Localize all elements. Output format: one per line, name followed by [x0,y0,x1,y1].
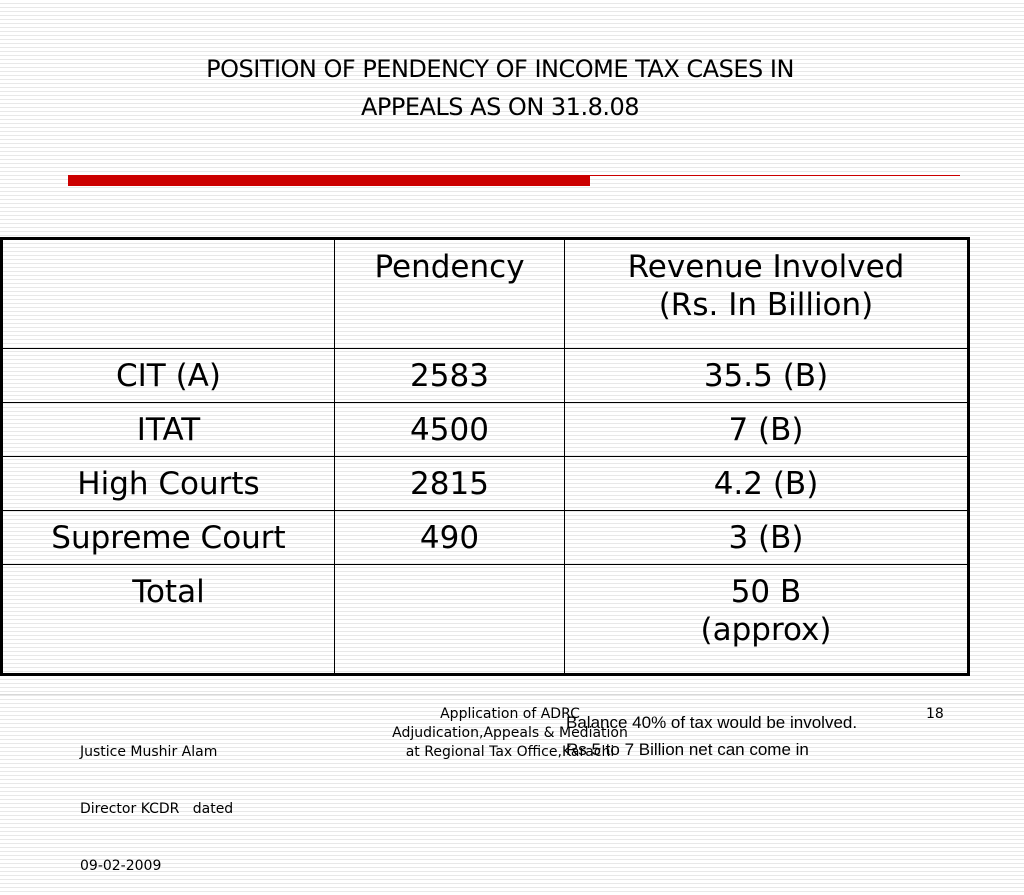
header-revenue-line-2: (Rs. In Billion) [658,287,874,323]
overlay-note-line-2: Rs 5 to 7 Billion net can come in [566,740,809,759]
table-row: ITAT 4500 7 (B) [1,402,969,457]
forum-cell: CIT (A) [1,348,335,403]
table-row: Supreme Court 490 3 (B) [1,510,969,565]
table-header-row: Pendency Revenue Involved (Rs. In Billio… [1,238,969,349]
forum-cell: ITAT [1,402,335,457]
title-accent-bar [68,175,590,186]
footer-center-line-2: Adjudication,Appeals & Mediation [392,725,628,741]
total-revenue-line-1: 50 B [730,574,802,610]
pendency-cell: 4500 [334,402,565,457]
forum-cell: Supreme Court [1,510,335,565]
revenue-cell: 7 (B) [564,402,969,457]
footer-author: Justice Mushir Alam Director KCDR dated … [80,705,233,895]
overlay-note-line-1: Balance 40% of tax would be involved. [566,713,858,732]
footer-center-line-1: Application of ADRC [440,706,580,722]
revenue-cell: 4.2 (B) [564,456,969,511]
footer-author-line-3: 09-02-2009 [80,858,162,874]
table-row: CIT (A) 2583 35.5 (B) [1,348,969,403]
overlay-note: Balance 40% of tax would be involved. Rs… [566,709,857,763]
header-blank-cell [1,238,335,349]
pendency-cell: 490 [334,510,565,565]
title-accent-rule [590,175,960,176]
slide-title-line-1: POSITION OF PENDENCY OF INCOME TAX CASES… [206,55,794,83]
revenue-cell: 3 (B) [564,510,969,565]
revenue-cell: 35.5 (B) [564,348,969,403]
header-revenue: Revenue Involved (Rs. In Billion) [564,238,969,349]
total-revenue-line-2: (approx) [700,612,832,648]
forum-cell: High Courts [1,456,335,511]
slide-title-line-2: APPEALS AS ON 31.8.08 [360,93,640,121]
pendency-table: Pendency Revenue Involved (Rs. In Billio… [0,237,970,676]
total-revenue-cell: 50 B (approx) [564,564,969,675]
total-pendency-cell [334,564,565,675]
table-row: High Courts 2815 4.2 (B) [1,456,969,511]
footer-author-line-2: Director KCDR dated [80,801,234,817]
header-pendency: Pendency [334,238,565,349]
page-number: 18 [926,706,944,722]
footer-divider [0,694,1024,695]
pendency-cell: 2815 [334,456,565,511]
total-label-cell: Total [1,564,335,675]
header-revenue-line-1: Revenue Involved [627,249,905,285]
footer-center-line-3: at Regional Tax Office,Karachi [405,744,615,760]
table-total-row: Total 50 B (approx) [1,564,969,675]
footer-author-line-1: Justice Mushir Alam [80,744,218,760]
slide-title: POSITION OF PENDENCY OF INCOME TAX CASES… [40,50,960,126]
footer-presentation-title: Application of ADRC Adjudication,Appeals… [360,705,660,762]
pendency-cell: 2583 [334,348,565,403]
